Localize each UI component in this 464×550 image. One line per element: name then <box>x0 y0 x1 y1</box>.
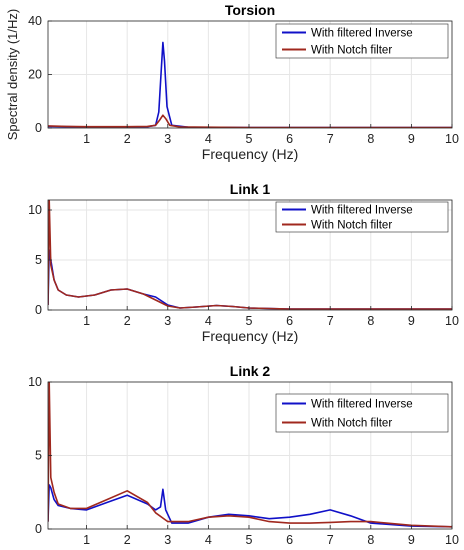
legend-box <box>275 23 449 59</box>
legend-label: With Notch filter <box>311 45 392 57</box>
legend: With filtered Inverse With Notch filter <box>275 201 449 233</box>
x-tick-label: 8 <box>367 132 374 146</box>
x-tick-label: 4 <box>205 533 212 547</box>
legend-label: With filtered Inverse <box>311 205 413 217</box>
y-tick-label: 10 <box>28 203 42 217</box>
x-tick-label: 8 <box>367 533 374 547</box>
legend: With filtered Inverse With Notch filter <box>275 23 449 59</box>
x-tick-label: 3 <box>164 132 171 146</box>
x-tick-label: 4 <box>205 132 212 146</box>
x-tick-label: 1 <box>83 533 90 547</box>
x-tick-label: 5 <box>246 314 253 328</box>
y-tick-label: 10 <box>28 375 42 389</box>
x-tick-label: 6 <box>286 533 293 547</box>
x-tick-label: 3 <box>164 533 171 547</box>
x-tick-label: 1 <box>83 314 90 328</box>
y-tick-label: 5 <box>35 449 42 463</box>
legend-label: With filtered Inverse <box>311 28 413 40</box>
series-line-notch-filter <box>48 382 452 528</box>
x-axis-label: Frequency (Hz) <box>202 328 298 344</box>
x-tick-label: 7 <box>327 314 334 328</box>
x-tick-label: 5 <box>246 132 253 146</box>
series-line-filtered-inverse <box>48 484 452 528</box>
x-tick-label: 4 <box>205 314 212 328</box>
x-tick-label: 9 <box>408 314 415 328</box>
x-tick-label: 6 <box>286 314 293 328</box>
x-tick-label: 7 <box>327 533 334 547</box>
panel-1: 1 2 3 4 5 6 7 8 9 10 0 20 40 Torsion Frequency (Hz) Spe… <box>5 2 459 162</box>
x-tick-label: 6 <box>286 132 293 146</box>
chart-title: Link 1 <box>230 181 271 197</box>
panel-2: 1 2 3 4 5 6 7 8 9 10 0 5 10 Link 1 Frequency (Hz) With … <box>28 181 459 344</box>
chart-title: Link 2 <box>230 363 271 379</box>
x-tick-label: 5 <box>246 533 253 547</box>
x-axis-label: Frequency (Hz) <box>202 146 298 162</box>
x-tick-label: 2 <box>124 533 131 547</box>
legend: With filtered Inverse With Notch filter <box>275 393 449 433</box>
x-tick-label: 10 <box>445 132 459 146</box>
y-tick-label: 5 <box>35 253 42 267</box>
y-tick-label: 0 <box>35 522 42 536</box>
x-tick-label: 3 <box>164 314 171 328</box>
x-tick-label: 10 <box>445 533 459 547</box>
chart-title: Torsion <box>225 2 275 18</box>
series-line-notch-filter <box>48 114 452 128</box>
y-axis-label: Spectral density (1/Hz) <box>5 9 20 141</box>
x-tick-label: 9 <box>408 533 415 547</box>
panel-3: 1 2 3 4 5 6 7 8 9 10 0 5 10 Link 2 Frequency (Hz) With … <box>28 363 459 550</box>
legend-box <box>275 393 449 433</box>
x-tick-label: 10 <box>445 314 459 328</box>
x-tick-label: 9 <box>408 132 415 146</box>
x-tick-label: 2 <box>124 132 131 146</box>
legend-label: With Notch filter <box>311 220 392 232</box>
x-tick-label: 2 <box>124 314 131 328</box>
x-tick-label: 8 <box>367 314 374 328</box>
legend-box <box>275 201 449 233</box>
x-tick-label: 7 <box>327 132 334 146</box>
y-tick-label: 0 <box>35 303 42 317</box>
y-tick-label: 40 <box>28 14 42 28</box>
y-tick-label: 0 <box>35 121 42 135</box>
y-tick-label: 20 <box>28 68 42 82</box>
axes-frame <box>47 199 453 311</box>
series-line-notch-filter <box>48 200 452 310</box>
x-tick-label: 1 <box>83 132 90 146</box>
legend-label: With filtered Inverse <box>311 399 413 411</box>
legend-label: With Notch filter <box>311 418 392 430</box>
x-axis-label: Frequency (Hz) <box>202 547 298 550</box>
